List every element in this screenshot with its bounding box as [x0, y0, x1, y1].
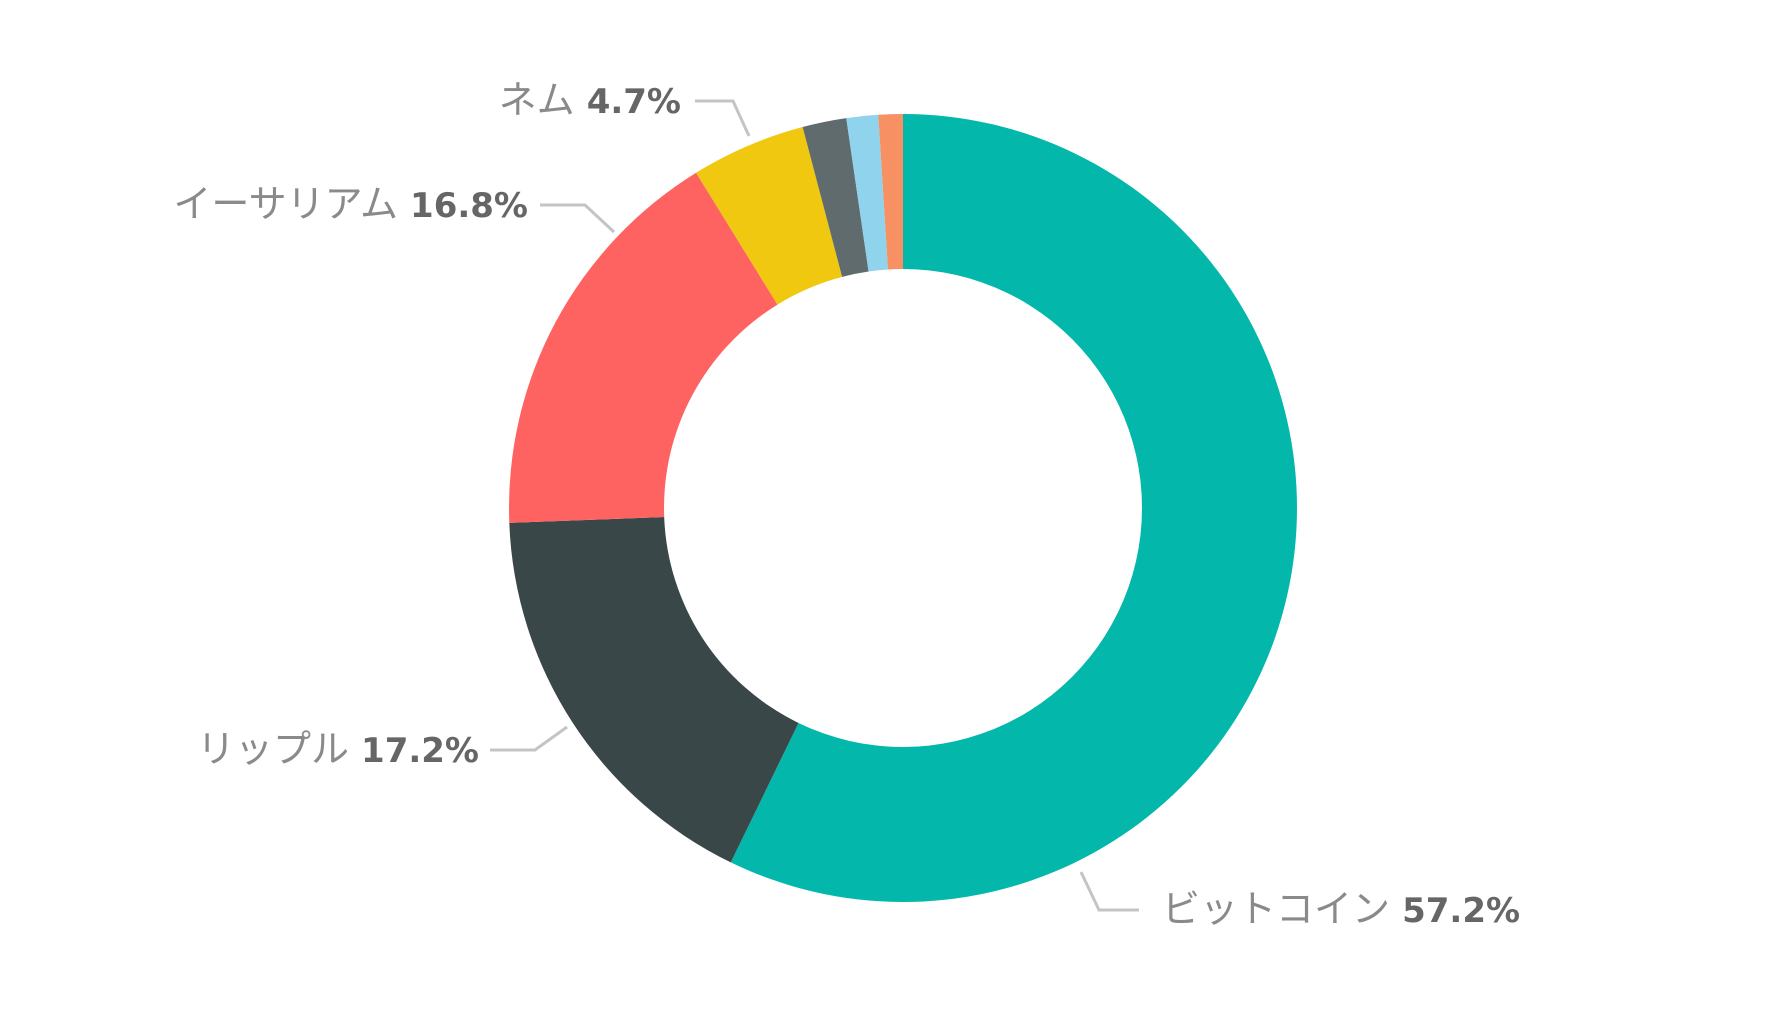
slice-label-name-3: ネム — [499, 78, 587, 122]
slice-labels: ビットコイン 57.2% リップル 17.2% イーサリアム 16.8% ネム 4.7… — [173, 78, 1520, 931]
slice-label-name-2: イーサリアム — [173, 182, 410, 226]
slice-label-value-1: 17.2% — [361, 731, 479, 771]
donut-slice-2 — [509, 172, 778, 523]
donut-slice-4 — [802, 118, 869, 277]
leader-line-0 — [1079, 871, 1139, 912]
slice-label-value-2: 16.8% — [410, 186, 528, 226]
slice-label-value-0: 57.2% — [1402, 891, 1520, 931]
donut-slices — [509, 114, 1298, 902]
donut-slice-5 — [846, 114, 888, 272]
donut-slice-3 — [696, 127, 843, 305]
slice-label-2: イーサリアム 16.8% — [173, 182, 528, 226]
leader-line-1 — [490, 725, 568, 752]
slice-label-3: ネム 4.7% — [499, 78, 681, 122]
donut-slice-1 — [509, 517, 799, 863]
slice-label-1: リップル 17.2% — [197, 727, 479, 771]
slice-label-name-0: ビットコイン — [1162, 887, 1402, 931]
donut-slice-0 — [730, 114, 1298, 902]
slice-label-0: ビットコイン 57.2% — [1162, 887, 1520, 931]
donut-slice-6 — [878, 114, 903, 270]
slice-label-value-3: 4.7% — [587, 82, 681, 122]
leader-line-2 — [540, 203, 616, 234]
leader-line-3 — [695, 99, 751, 137]
slice-label-name-1: リップル — [197, 727, 361, 771]
